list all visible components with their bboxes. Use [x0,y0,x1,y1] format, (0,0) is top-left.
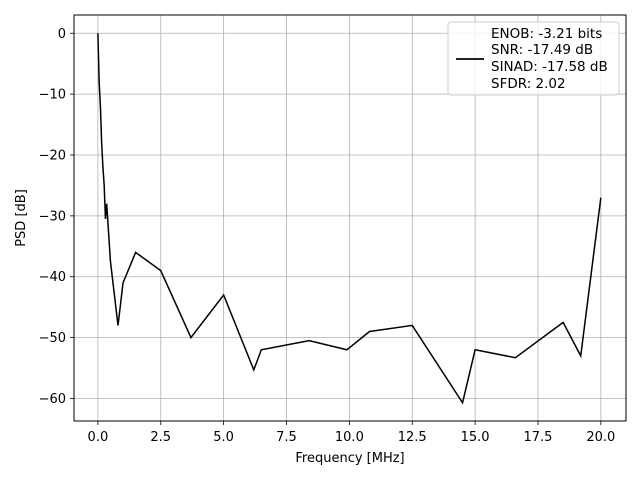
legend-box [447,21,620,96]
y-tick-label: −50 [39,331,66,346]
x-tick-label: 10.0 [335,430,364,445]
legend-enob: ENOB: -3.21 bits [491,26,602,42]
y-tick-label: −10 [39,88,66,103]
y-axis-label: PSD [dB] [14,189,29,247]
psd-series-line [97,33,602,405]
x-tick-label: 17.5 [524,430,553,445]
legend-sinad: SINAD: -17.58 dB [491,59,608,75]
data-series [97,33,602,405]
y-tick-label: −20 [39,149,66,164]
x-tick-label: 0.0 [88,430,109,445]
plot-frame [73,14,627,422]
x-axis-label: Frequency [MHz] [295,451,404,466]
legend-sfdr: SFDR: 2.02 [491,76,566,92]
x-tick-label: 15.0 [461,430,490,445]
x-tick-label: 2.5 [150,430,171,445]
y-tick-label: 0 [58,27,66,42]
axis-ticks: 0.0 2.5 5.0 7.5 10.0 12.5 15.0 17.5 20.0 0 −10 −20 −… [39,27,616,445]
y-tick-label: −60 [39,392,66,407]
x-tick-label: 20.0 [586,430,615,445]
legend-snr: SNR: -17.49 dB [491,42,593,58]
x-tick-label: 5.0 [213,430,234,445]
x-tick-label: 12.5 [398,430,427,445]
y-tick-label: −40 [39,270,66,285]
y-tick-label: −30 [39,209,66,224]
legend: ENOB: -3.21 bits SNR: -17.49 dB SINAD: -… [447,21,620,96]
x-tick-label: 7.5 [276,430,297,445]
